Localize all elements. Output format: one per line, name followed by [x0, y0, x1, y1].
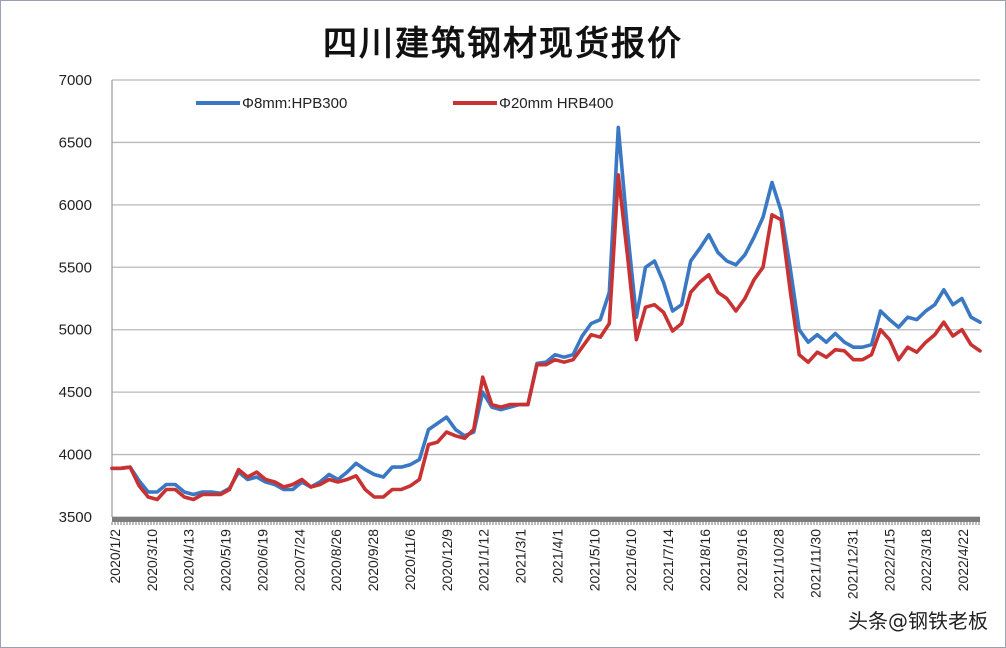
series-line-1 — [110, 125, 982, 497]
y-tick-label: 6000 — [59, 197, 92, 214]
y-tick-label: 6500 — [59, 134, 92, 151]
y-tick-label: 5500 — [59, 259, 92, 276]
x-tick-label: 2020/9/28 — [365, 529, 381, 591]
x-tick-label: 2021/5/10 — [586, 529, 602, 591]
y-tick-label: 4500 — [59, 384, 92, 401]
legend: Φ8mm:HPB300 Φ20mm HRB400 — [196, 95, 614, 112]
x-tick-label: 2020/7/24 — [291, 529, 307, 591]
x-axis-band — [112, 517, 980, 522]
chart-title: 四川建筑钢材现货报价 — [323, 24, 683, 64]
series-line-2 — [110, 173, 982, 502]
x-tick-label: 2020/1/2 — [107, 529, 123, 584]
x-tick-label: 2021/4/1 — [549, 529, 565, 584]
y-tick-label: 3500 — [59, 509, 92, 526]
legend-label: Φ20mm HRB400 — [499, 95, 614, 112]
x-tick-label: 2020/8/26 — [328, 529, 344, 591]
x-tick-label: 2020/3/10 — [144, 529, 160, 591]
x-axis: 2020/1/2 2020/3/10 2020/4/13 2020/5/19 2020/… — [107, 517, 980, 599]
x-tick-label: 2022/2/15 — [881, 529, 897, 591]
x-tick-label: 2020/6/19 — [254, 529, 270, 591]
x-tick-label: 2021/6/10 — [623, 529, 639, 591]
watermark-text: 头条@钢铁老板 — [848, 609, 988, 633]
x-tick-label: 2021/3/1 — [513, 529, 529, 584]
y-tick-label: 5000 — [59, 322, 92, 339]
x-tick-label: 2021/11/30 — [808, 529, 824, 598]
y-tick-label: 4000 — [59, 447, 92, 464]
x-tick-label: 2021/9/16 — [734, 529, 750, 591]
legend-label: Φ8mm:HPB300 — [242, 95, 347, 112]
series-lines — [110, 125, 982, 502]
x-tick-label: 2021/10/28 — [771, 529, 787, 599]
x-tick-label: 2020/4/13 — [181, 529, 197, 591]
x-tick-label: 2021/7/14 — [660, 529, 676, 591]
x-tick-label: 2020/12/9 — [439, 529, 455, 591]
x-tick-label: 2021/1/12 — [476, 529, 492, 591]
x-tick-label: 2021/12/31 — [844, 529, 860, 599]
gridlines — [112, 79, 980, 518]
x-tick-label: 2021/8/16 — [697, 529, 713, 591]
x-tick-label: 2020/11/6 — [402, 529, 418, 590]
y-tick-label: 7000 — [59, 72, 92, 89]
y-axis: 3500 4000 4500 5000 5500 6000 6500 7000 — [59, 72, 113, 526]
x-tick-label: 2022/3/18 — [918, 529, 934, 591]
x-tick-label: 2022/4/22 — [955, 529, 971, 591]
x-tick-label: 2020/5/19 — [218, 529, 234, 591]
